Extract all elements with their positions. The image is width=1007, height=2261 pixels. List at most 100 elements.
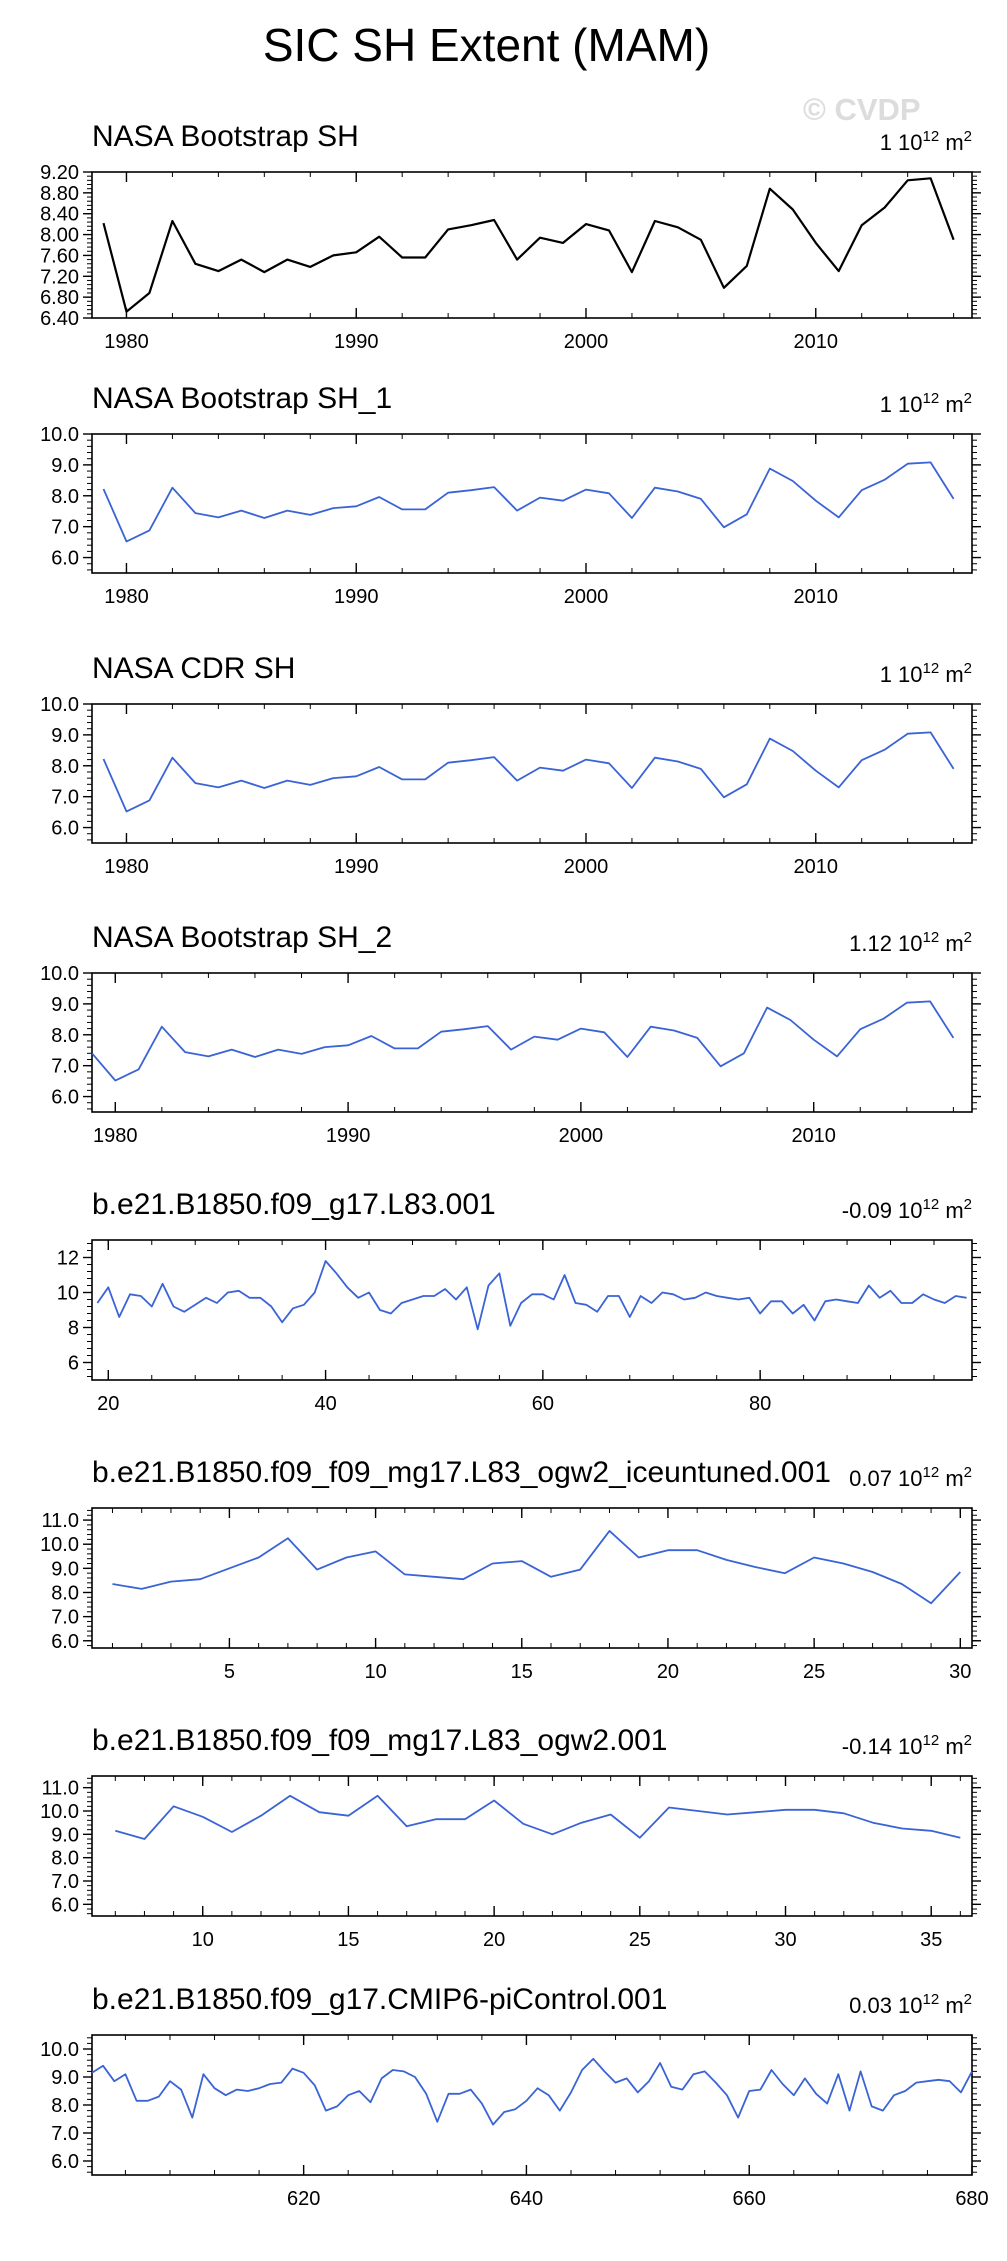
- y-tick-label: 10: [57, 1283, 79, 1305]
- x-tick-label: 10: [192, 1929, 214, 1951]
- y-tick-label: 7.0: [51, 1607, 79, 1629]
- scale-value: 1.12 10: [849, 931, 922, 956]
- x-tick-label: 660: [733, 2188, 766, 2210]
- panel-scale-label: -0.14 1012 m2: [842, 1732, 972, 1759]
- y-tick-label: 10.0: [40, 1801, 79, 1823]
- scale-unit: m: [939, 931, 963, 956]
- x-tick-label: 30: [774, 1929, 796, 1951]
- scale-value: 0.07 10: [849, 1466, 922, 1491]
- x-tick-label: 2000: [564, 586, 609, 608]
- x-tick-label: 2010: [794, 856, 839, 878]
- panel-scale-label: 1.12 1012 m2: [849, 929, 972, 956]
- x-tick-label: 1990: [334, 856, 379, 878]
- x-tick-label: 10: [364, 1661, 386, 1683]
- y-tick-label: 6.0: [51, 1894, 79, 1916]
- y-tick-label: 9.0: [51, 994, 79, 1016]
- plot-frame: [91, 1239, 973, 1381]
- y-tick-label: 8.0: [51, 1582, 79, 1604]
- scale-unit: m: [939, 392, 963, 417]
- y-tick-label: 8.40: [40, 204, 79, 226]
- x-tick-label: 2000: [564, 856, 609, 878]
- y-tick-label: 7.0: [51, 2123, 79, 2145]
- y-tick-label: 10.0: [40, 963, 79, 985]
- panel-title: NASA Bootstrap SH: [92, 120, 359, 153]
- series-line: [112, 1530, 961, 1605]
- x-tick-label: 1980: [104, 586, 149, 608]
- scale-unit: m: [939, 662, 963, 687]
- y-tick-label: 11.0: [42, 1778, 79, 1800]
- y-tick-label: 8.0: [51, 486, 79, 508]
- y-tick-label: 8.0: [51, 1025, 79, 1047]
- y-tick-label: 6.80: [40, 287, 79, 309]
- x-tick-label: 640: [510, 2188, 543, 2210]
- series-line: [115, 1794, 961, 1840]
- scale-value: -0.14 10: [842, 1734, 923, 1759]
- y-tick-label: 7.0: [51, 517, 79, 539]
- y-tick-label: 9.0: [51, 2067, 79, 2089]
- plot-frame: [91, 703, 973, 844]
- panel-title: b.e21.B1850.f09_g17.L83.001: [92, 1188, 496, 1221]
- y-tick-label: 10.0: [40, 694, 79, 716]
- panel-7: b.e21.B1850.f09_f09_mg17.L83_ogw2.001 -0.…: [40, 1724, 981, 1951]
- scale-exponent: 12: [923, 1991, 940, 2008]
- scale-unit: m: [939, 130, 963, 155]
- y-tick-label: 9.20: [40, 162, 79, 184]
- scale-unit-exponent: 2: [964, 929, 972, 946]
- scale-unit: m: [939, 1734, 963, 1759]
- panel-2: NASA Bootstrap SH_1 1 1012 m2 1980 1990 2000…: [40, 382, 981, 608]
- y-tick-label: 6: [68, 1353, 79, 1375]
- x-tick-label: 2010: [791, 1125, 836, 1147]
- y-tick-label: 10.0: [40, 1534, 79, 1556]
- y-tick-label: 12: [57, 1248, 79, 1270]
- panel-scale-label: 0.03 1012 m2: [849, 1991, 972, 2018]
- x-tick-label: 20: [97, 1393, 119, 1415]
- y-tick-label: 8.0: [51, 2095, 79, 2117]
- y-tick-label: 8.0: [51, 756, 79, 778]
- x-tick-label: 620: [287, 2188, 320, 2210]
- y-tick-label: 6.40: [40, 308, 79, 330]
- scale-value: 1 10: [880, 130, 923, 155]
- y-tick-label: 6.0: [51, 1631, 79, 1653]
- y-tick-label: 10.0: [40, 424, 79, 446]
- y-tick-label: 6.0: [51, 1087, 79, 1109]
- x-tick-label: 1980: [93, 1125, 138, 1147]
- y-tick-label: 7.0: [51, 787, 79, 809]
- x-tick-label: 2010: [794, 586, 839, 608]
- scale-exponent: 12: [923, 1732, 940, 1749]
- panel-title: b.e21.B1850.f09_g17.CMIP6-piControl.001: [92, 1983, 667, 2016]
- y-tick-label: 6.0: [51, 818, 79, 840]
- x-tick-label: 60: [532, 1393, 554, 1415]
- panel-title: b.e21.B1850.f09_f09_mg17.L83_ogw2.001: [92, 1724, 668, 1757]
- scale-value: 0.03 10: [849, 1993, 922, 2018]
- y-tick-label: 7.60: [40, 245, 79, 267]
- panel-title: NASA CDR SH: [92, 652, 295, 685]
- scale-unit-exponent: 2: [964, 1732, 972, 1749]
- series-line: [91, 2057, 973, 2126]
- panel-title: NASA Bootstrap SH_1: [92, 382, 392, 415]
- x-tick-label: 80: [749, 1393, 771, 1415]
- scale-unit-exponent: 2: [964, 1991, 972, 2008]
- series-line: [96, 1260, 967, 1331]
- x-tick-label: 1980: [104, 331, 149, 353]
- panel-scale-label: -0.09 1012 m2: [842, 1196, 972, 1223]
- panel-6: b.e21.B1850.f09_f09_mg17.L83_ogw2_iceunt…: [40, 1456, 981, 1683]
- y-tick-label: 7.0: [51, 1871, 79, 1893]
- scale-unit-exponent: 2: [964, 1464, 972, 1481]
- y-tick-label: 8.0: [51, 1848, 79, 1870]
- panel-3: NASA CDR SH 1 1012 m2 1980 1990 2000 2010 6.0 7…: [40, 652, 981, 878]
- panel-scale-label: 1 1012 m2: [880, 128, 972, 155]
- panel-title: b.e21.B1850.f09_f09_mg17.L83_ogw2_iceunt…: [92, 1456, 831, 1489]
- scale-value: 1 10: [880, 662, 923, 687]
- panel-8: b.e21.B1850.f09_g17.CMIP6-piControl.001 0…: [40, 1983, 989, 2210]
- series-line: [102, 731, 955, 813]
- y-tick-label: 9.0: [51, 1558, 79, 1580]
- scale-value: 1 10: [880, 392, 923, 417]
- x-tick-label: 25: [803, 1661, 825, 1683]
- y-tick-label: 7.0: [51, 1056, 79, 1078]
- y-tick-label: 9.0: [51, 725, 79, 747]
- scale-unit: m: [939, 1198, 963, 1223]
- y-tick-label: 6.0: [51, 2151, 79, 2173]
- y-tick-label: 8.80: [40, 183, 79, 205]
- y-tick-label: 11.0: [42, 1510, 79, 1532]
- plot-frame: [91, 171, 973, 319]
